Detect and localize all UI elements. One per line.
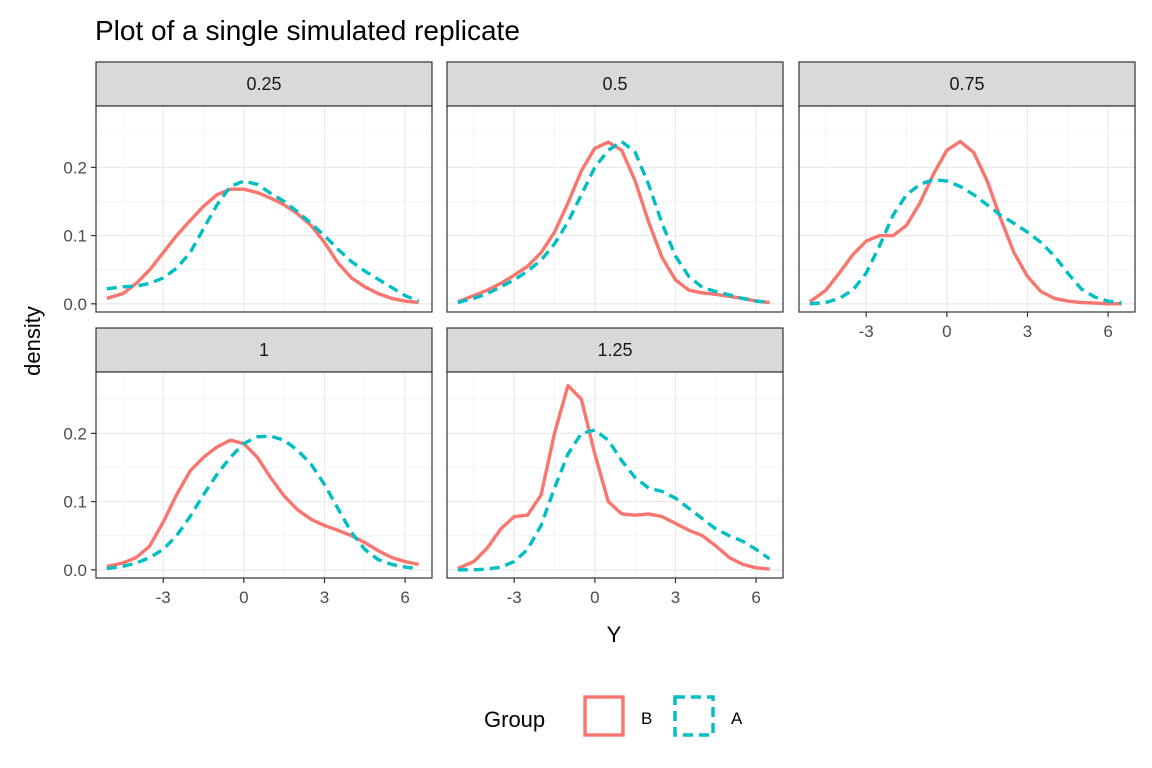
panel-border (798, 105, 1136, 313)
legend-label-B: B (641, 709, 652, 728)
y-tick-label: 0.2 (63, 158, 87, 177)
series-line-B (457, 383, 770, 571)
series-line-A (106, 434, 419, 571)
plot-background (447, 372, 783, 578)
facet-strip (446, 61, 784, 107)
facet-panel: 0.75 -3 0 3 6 (798, 61, 1136, 341)
y-tick-label: 0.1 (63, 227, 87, 246)
series-line-A (106, 179, 420, 303)
x-tick-label: 0 (590, 588, 599, 607)
plot-background (447, 106, 783, 312)
series-line-A (457, 428, 771, 572)
facet-panel: 1.25 -3 0 3 6 (446, 327, 784, 607)
series-line-A (457, 139, 770, 305)
chart-title: Plot of a single simulated replicate (95, 15, 520, 46)
x-tick-label: -3 (859, 322, 874, 341)
y-tick-label: 0.2 (63, 424, 87, 443)
panel-border (446, 371, 784, 579)
series-line-B (808, 139, 1122, 306)
series-line-A (809, 178, 1122, 306)
facet-panels: 0.25 0.0 0.1 0.2 0.5 0.75 -3 0 3 6 1 0.0 0.1 0.2 -3 0 3 6… (63, 61, 1136, 607)
facet-strip-label: 1 (259, 340, 269, 360)
x-tick-label: 6 (1103, 322, 1112, 341)
facet-strip (95, 327, 433, 373)
legend-title: Group (484, 707, 545, 732)
facet-strip-label: 0.25 (246, 74, 281, 94)
x-tick-label: 3 (320, 588, 329, 607)
facet-panel: 0.5 (446, 61, 784, 313)
facet-strip-label: 1.25 (597, 340, 632, 360)
x-tick-label: 3 (671, 588, 680, 607)
panel-border (95, 105, 433, 313)
x-tick-label: -3 (156, 588, 171, 607)
x-tick-label: -3 (507, 588, 522, 607)
y-tick-label: 0.0 (63, 561, 87, 580)
facet-panel: 1 0.0 0.1 0.2 -3 0 3 6 (63, 327, 433, 607)
legend-item-A: A (673, 695, 743, 737)
facet-strip (95, 61, 433, 107)
panel-border (95, 371, 433, 579)
legend-key-B (583, 695, 625, 737)
y-axis-title: density (20, 306, 45, 376)
series-line-B (106, 438, 419, 569)
facet-strip (798, 61, 1136, 107)
legend-item-B: B (583, 695, 652, 737)
x-tick-label: 0 (942, 322, 951, 341)
x-tick-label: 0 (239, 588, 248, 607)
legend-key-A (673, 695, 715, 737)
legend-label-A: A (731, 709, 743, 728)
x-tick-label: 3 (1023, 322, 1032, 341)
facet-strip (446, 327, 784, 373)
facet-strip-label: 0.75 (949, 74, 984, 94)
plot-background (799, 106, 1135, 312)
x-tick-label: 6 (400, 588, 409, 607)
facet-strip-label: 0.5 (602, 74, 627, 94)
panel-border (446, 105, 784, 313)
y-tick-label: 0.0 (63, 295, 87, 314)
x-tick-label: 6 (751, 588, 760, 607)
x-axis-title: Y (607, 622, 622, 647)
facet-panel: 0.25 0.0 0.1 0.2 (63, 61, 433, 314)
series-line-B (106, 187, 419, 305)
y-tick-label: 0.1 (63, 493, 87, 512)
